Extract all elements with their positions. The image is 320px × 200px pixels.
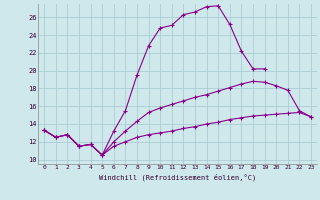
X-axis label: Windchill (Refroidissement éolien,°C): Windchill (Refroidissement éolien,°C): [99, 173, 256, 181]
